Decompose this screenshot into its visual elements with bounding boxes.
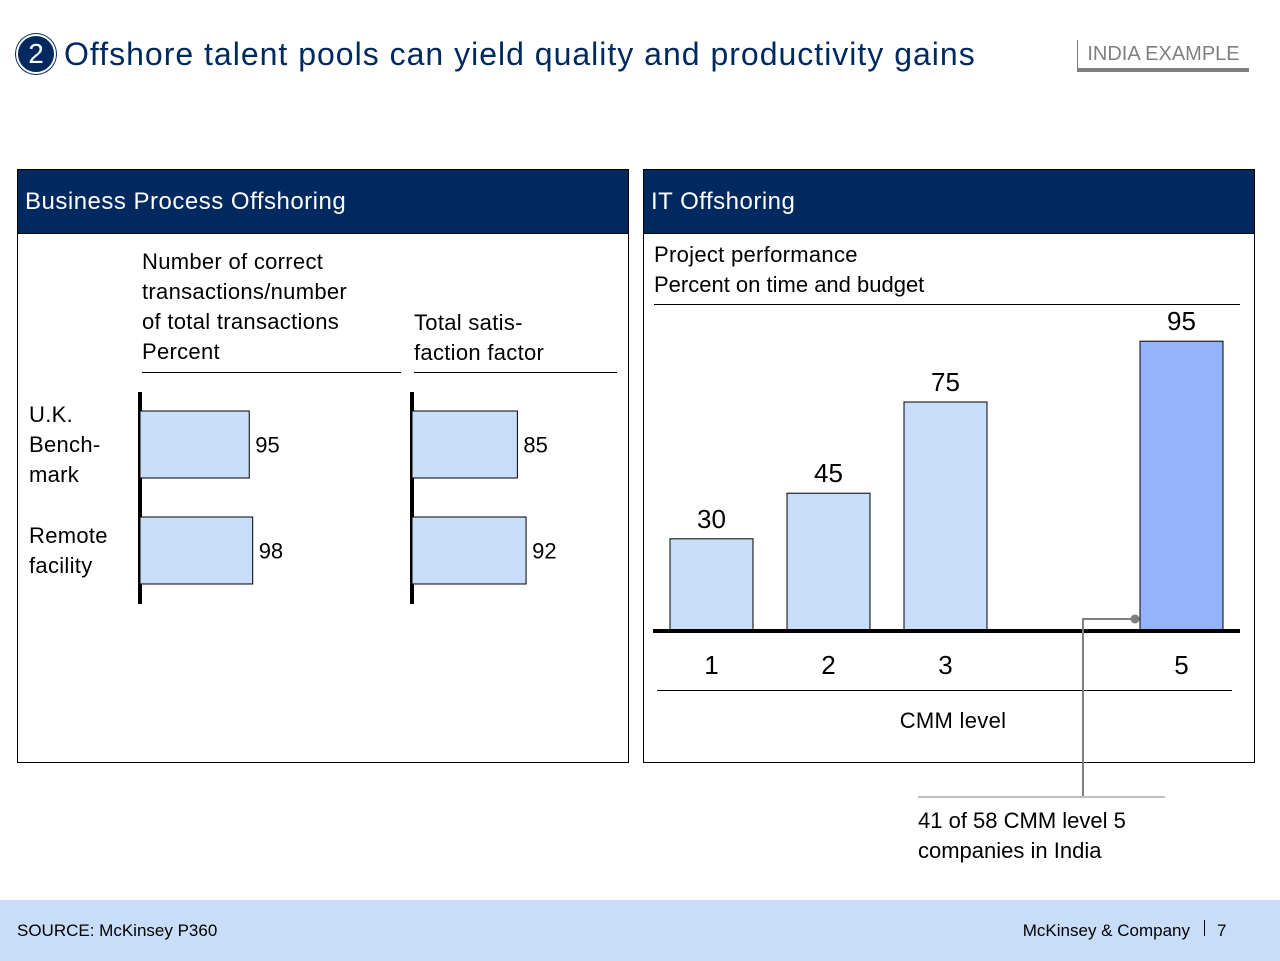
page-number: 7 bbox=[1217, 921, 1227, 940]
bpo-col2-rule bbox=[414, 372, 617, 373]
it-value-label: 30 bbox=[697, 504, 726, 534]
section-number-badge: 2 bbox=[16, 34, 56, 74]
row-label-line: Bench- bbox=[29, 432, 101, 457]
row-label-line: Remote bbox=[29, 523, 108, 548]
it-chart-title-line: Project performance bbox=[654, 242, 858, 267]
bpo-accuracy-value-label: 95 bbox=[255, 433, 279, 458]
it-category-label: 1 bbox=[704, 650, 718, 680]
slide-title: Offshore talent pools can yield quality … bbox=[64, 35, 976, 72]
bpo-accuracy-bar bbox=[139, 410, 250, 479]
row-label-line: U.K. bbox=[29, 402, 73, 427]
callout-line: 41 of 58 CMM level 5 bbox=[918, 808, 1126, 833]
it-category-label: 3 bbox=[938, 650, 952, 680]
it-value-label: 75 bbox=[931, 367, 960, 397]
it-bar bbox=[669, 538, 754, 631]
bpo-accuracy-value-label: 98 bbox=[259, 539, 283, 564]
company-name: McKinsey & Company bbox=[1022, 921, 1190, 940]
bpo-col2-label-line: faction factor bbox=[414, 340, 545, 365]
it-xlabel-rule bbox=[657, 690, 1232, 691]
bpo-satisfaction-value-label: 92 bbox=[532, 539, 556, 564]
callout-line: companies in India bbox=[918, 838, 1102, 863]
it-chart-title-rule bbox=[654, 304, 1240, 305]
it-value-label: 45 bbox=[814, 458, 843, 488]
bpo-accuracy-chart: 95 98 bbox=[138, 392, 283, 604]
row-label-remote-facility: Remote facility bbox=[29, 521, 108, 581]
bpo-panel-title: Business Process Offshoring bbox=[18, 170, 628, 234]
example-tag: INDIA EXAMPLE bbox=[1077, 40, 1249, 72]
it-bar bbox=[1139, 340, 1224, 631]
bpo-satisfaction-chart: 85 92 bbox=[410, 392, 557, 604]
row-label-line: facility bbox=[29, 553, 93, 578]
bpo-col1-label-line: of total transactions bbox=[142, 309, 340, 334]
row-label-uk-benchmark: U.K. Bench- mark bbox=[29, 400, 101, 490]
bpo-accuracy-bar bbox=[139, 516, 254, 585]
bpo-satisfaction-bar bbox=[411, 410, 518, 479]
slide-title-row: 2 Offshore talent pools can yield qualit… bbox=[16, 34, 976, 74]
cmm-callout: 41 of 58 CMM level 5 companies in India bbox=[918, 806, 1126, 866]
it-category-label: 2 bbox=[821, 650, 835, 680]
bpo-col1-label-line: Number of correct bbox=[142, 249, 324, 274]
footer-bar: SOURCE: McKinsey P360 McKinsey & Company… bbox=[0, 900, 1280, 961]
it-category-label: 5 bbox=[1174, 650, 1188, 680]
it-performance-chart: 30 1 45 2 75 3 95 5 bbox=[653, 306, 1240, 798]
source-note: SOURCE: McKinsey P360 bbox=[17, 921, 218, 940]
bpo-col1-label: Number of correct transactions/number of… bbox=[142, 247, 347, 367]
bpo-satisfaction-bar bbox=[411, 516, 527, 585]
bpo-col1-rule bbox=[142, 372, 401, 373]
bpo-panel: Business Process Offshoring Number of co… bbox=[17, 169, 629, 763]
bpo-col2-label-line: Total satis- bbox=[414, 310, 523, 335]
callout-leader-line bbox=[1082, 618, 1134, 796]
bpo-col1-label-line: transactions/number bbox=[142, 279, 348, 304]
it-chart-title-line: Percent on time and budget bbox=[654, 272, 925, 297]
bpo-col1-label-line: Percent bbox=[142, 339, 220, 364]
row-label-line: mark bbox=[29, 462, 80, 487]
it-bar bbox=[903, 401, 988, 631]
it-bar bbox=[786, 492, 871, 631]
it-x-axis-label: CMM level bbox=[899, 708, 1007, 733]
it-value-label: 95 bbox=[1167, 306, 1196, 336]
it-panel-title: IT Offshoring bbox=[644, 170, 1254, 234]
it-chart-title: Project performance Percent on time and … bbox=[654, 240, 924, 300]
bpo-col2-label: Total satis- faction factor bbox=[414, 308, 544, 368]
bpo-satisfaction-value-label: 85 bbox=[523, 433, 547, 458]
callout-leader-dot bbox=[1130, 614, 1140, 624]
footer-separator bbox=[1204, 920, 1205, 936]
it-panel: IT Offshoring Project performance Percen… bbox=[643, 169, 1255, 763]
